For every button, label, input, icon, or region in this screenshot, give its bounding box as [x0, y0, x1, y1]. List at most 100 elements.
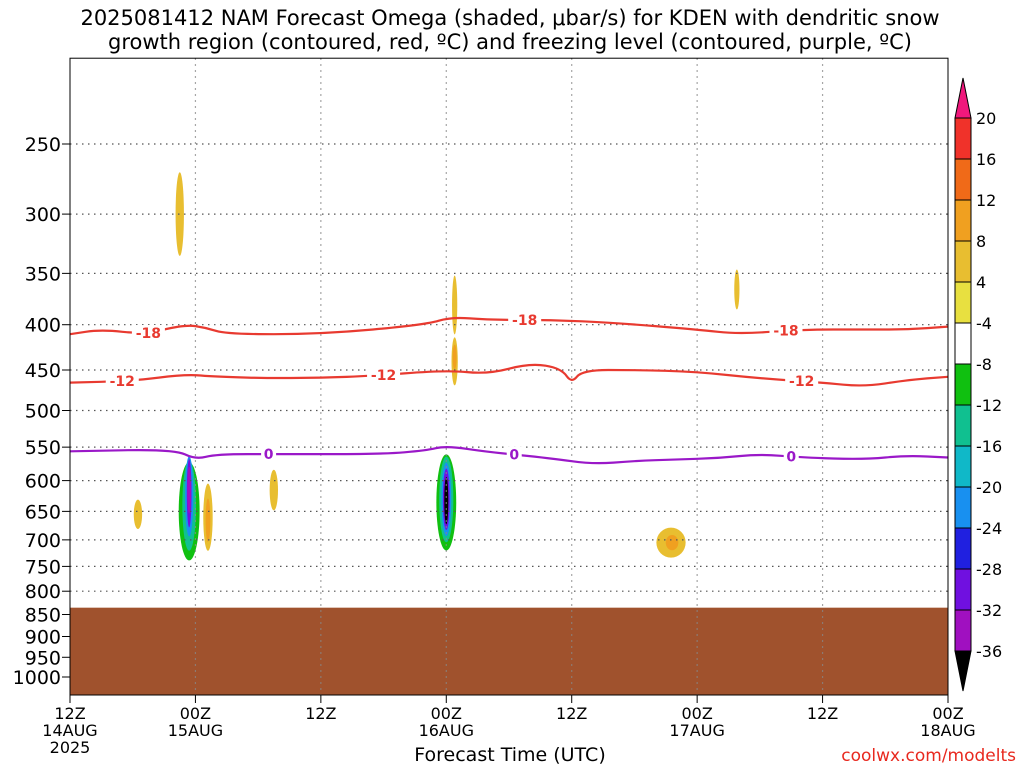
colorbar-band — [954, 281, 972, 324]
colorbar-label: -4 — [976, 314, 992, 333]
y-tick-label: 900 — [25, 626, 61, 648]
colorbar-label: -24 — [976, 519, 1002, 538]
plot-frame — [69, 57, 949, 696]
omega-region-7 — [187, 466, 192, 514]
omega-region-11 — [226, 503, 232, 526]
contour-label: 0 — [264, 447, 274, 463]
colorbar-label: -8 — [976, 355, 992, 374]
contour-label-bg — [785, 373, 819, 390]
y-tick-label: 500 — [25, 401, 61, 423]
colorbar-band — [954, 445, 972, 488]
colorbar-label: 12 — [976, 191, 996, 210]
y-tick-label: 250 — [25, 134, 61, 156]
x-tick-label: 12Z — [54, 704, 85, 723]
title-line-1: 2025081412 NAM Forecast Omega (shaded, μ… — [80, 6, 940, 30]
colorbar-label: 4 — [976, 273, 986, 292]
colorbar-label: -20 — [976, 478, 1002, 497]
omega-region-12 — [269, 469, 279, 511]
omega-region-22 — [476, 569, 484, 585]
contour-label-bg — [783, 448, 799, 465]
y-tick-label: 850 — [25, 605, 61, 627]
x-tick-label: 00Z — [681, 704, 712, 723]
contour-label-bg — [506, 446, 522, 463]
x-tick-label: 00Z — [180, 704, 211, 723]
y-tick-label: 950 — [25, 647, 61, 669]
colorbar-band — [954, 568, 972, 611]
y-axis: 2503003504004505005506006507007508008509… — [13, 134, 70, 689]
contour-layer: -18 -18 -18 -12 -12 -12 0 0 0 — [69, 311, 949, 466]
ground-area — [70, 607, 948, 695]
colorbar-band — [954, 404, 972, 447]
colorbar-label: -12 — [976, 396, 1002, 415]
colorbar-label: 8 — [976, 232, 986, 251]
x-tick-label: 00Z — [431, 704, 462, 723]
omega-region-15 — [452, 344, 457, 370]
x-tick-label: 2025 — [50, 738, 91, 757]
omega-region-21 — [444, 476, 449, 525]
x-tick-label: 17AUG — [669, 721, 724, 740]
contour-label: -18 — [773, 324, 798, 340]
omega-fill-layer — [133, 168, 949, 585]
x-tick-label: 12Z — [807, 704, 838, 723]
contour-label-bg — [769, 322, 803, 339]
colorbar-label: 16 — [976, 150, 996, 169]
colorbar-top-arrow — [954, 77, 972, 119]
colorbar-band — [954, 322, 972, 365]
colorbar-label: 20 — [976, 109, 996, 128]
y-tick-label: 700 — [25, 530, 61, 552]
x-tick-label: 16AUG — [419, 721, 474, 740]
contour-label-bg — [131, 325, 165, 342]
colorbar-label: -16 — [976, 437, 1002, 456]
colorbar-band — [954, 158, 972, 201]
y-tick-label: 300 — [25, 204, 61, 226]
y-tick-label: 800 — [25, 581, 61, 603]
contour-label: -18 — [512, 313, 537, 329]
plot-border — [69, 57, 949, 696]
colorbar-band — [954, 486, 972, 529]
colorbar-band — [954, 363, 972, 406]
contour-label-bg — [508, 311, 542, 328]
y-tick-label: 1000 — [13, 667, 61, 689]
omega-region-13 — [452, 275, 458, 335]
colorbar-band — [954, 609, 972, 652]
colorbar-band — [954, 199, 972, 242]
omega-region-26 — [734, 269, 740, 310]
y-tick-label: 450 — [25, 360, 61, 382]
omega-region-0 — [175, 172, 184, 256]
omega-region-10 — [205, 498, 211, 542]
x-tick-label: 12Z — [556, 704, 587, 723]
contour-label-bg — [367, 367, 401, 384]
x-tick-label: 00Z — [932, 704, 963, 723]
omega-region-25 — [665, 534, 679, 551]
x-tick-label: 12Z — [305, 704, 336, 723]
colorbar: 20 16 12 8 4 -4 -8 -12 -16 -20 -24 -28 -32 -36 — [954, 77, 1002, 692]
colorbar-band — [954, 240, 972, 283]
credit-link[interactable]: coolwx.com/modelts — [841, 746, 1016, 766]
contour-label: -18 — [136, 326, 161, 342]
contour-label: 0 — [786, 450, 796, 466]
colorbar-label: -32 — [976, 601, 1002, 620]
y-tick-label: 350 — [25, 263, 61, 285]
y-tick-label: 750 — [25, 556, 61, 578]
contour-label-bg — [261, 446, 277, 463]
colorbar-label: -36 — [976, 642, 1002, 661]
x-tick-label: 18AUG — [920, 721, 975, 740]
colorbar-bottom-arrow — [954, 650, 972, 692]
x-axis-title: Forecast Time (UTC) — [414, 744, 606, 766]
colorbar-label: -28 — [976, 560, 1002, 579]
contour-label: -12 — [110, 374, 135, 390]
y-tick-label: 550 — [25, 437, 61, 459]
y-tick-label: 650 — [25, 501, 61, 523]
title-line-2: growth region (contoured, red, ºC) and f… — [108, 30, 912, 54]
contour-label: -12 — [789, 374, 814, 390]
x-tick-label: 15AUG — [168, 721, 223, 740]
contour-label-bg — [105, 373, 139, 390]
x-tick-label: 14AUG — [42, 721, 97, 740]
y-tick-label: 400 — [25, 315, 61, 337]
contour-label: -12 — [371, 368, 396, 384]
colorbar-band — [954, 117, 972, 160]
ground-layer — [70, 607, 948, 695]
y-tick-label: 600 — [25, 471, 61, 493]
